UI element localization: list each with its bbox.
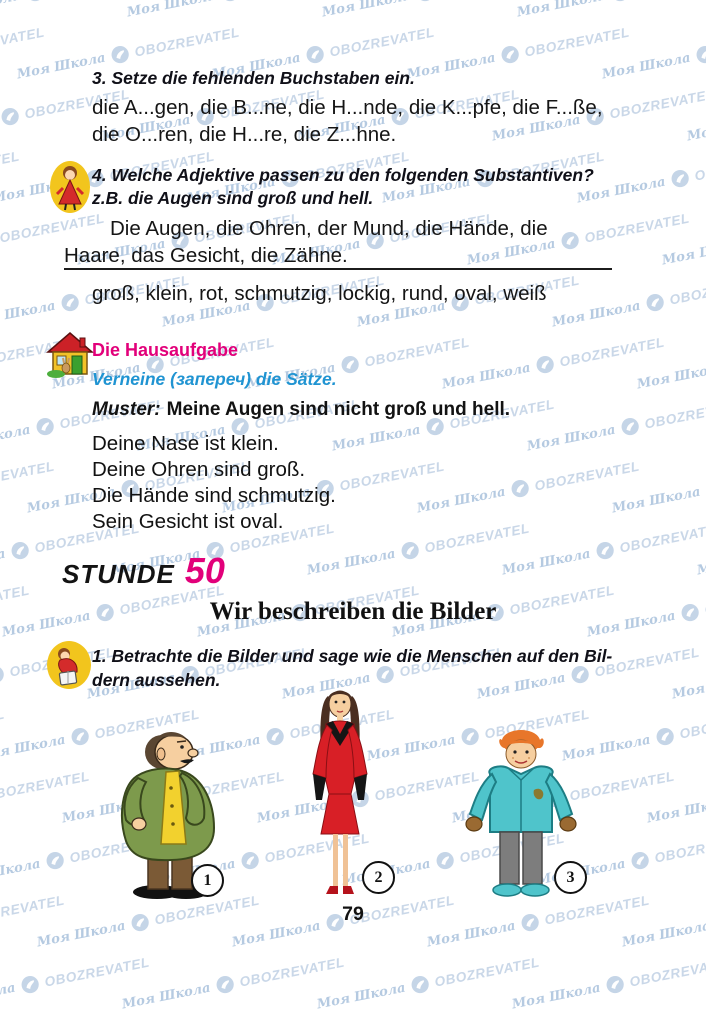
picture-number-badge: 1 bbox=[191, 864, 224, 897]
exercise3-line2: die O...ren, die H...re, die Z...hne. bbox=[92, 123, 397, 146]
stunde-heading: STUNDE 50 bbox=[62, 550, 225, 592]
student-figure-icon bbox=[50, 161, 90, 213]
sentence-3: Die Hände sind schmutzig. bbox=[92, 484, 336, 507]
stunde-number: 50 bbox=[184, 550, 225, 591]
homework-heading: Die Hausaufgabe bbox=[92, 340, 239, 360]
picture-number-badge: 2 bbox=[362, 861, 395, 894]
muster-label: Muster: bbox=[92, 399, 161, 420]
exercise1-title-line1: 1. Betrachte die Bilder und sage wie die… bbox=[92, 646, 613, 666]
exercise3-body: die A...gen, die B...ne, die H...nde, di… bbox=[92, 94, 620, 148]
muster-text: Meine Augen sind nicht groß und hell. bbox=[166, 399, 511, 420]
lesson-title: Wir beschreiben die Bilder bbox=[209, 598, 497, 625]
picture-number-1: 1 bbox=[203, 871, 212, 889]
exercise4-title-line1: 4. Welche Adjektive passen zu den folgen… bbox=[92, 165, 594, 185]
muster-line: Muster: Meine Augen sind nicht groß und h… bbox=[92, 399, 510, 421]
picture-number-2: 2 bbox=[374, 868, 383, 886]
boy-illustration bbox=[465, 730, 577, 897]
homework-sentences: Deine Nase ist klein. Deine Ohren sind g… bbox=[92, 431, 336, 535]
stunde-label: STUNDE bbox=[62, 559, 175, 589]
exercise3-title: 3. Setze die fehlenden Buchstaben ein. bbox=[92, 68, 415, 88]
exercise4-body-line1: Die Augen, die Ohren, der Mund, die Händ… bbox=[64, 217, 548, 267]
picture-number-3: 3 bbox=[566, 868, 575, 886]
divider-rule bbox=[64, 268, 612, 270]
homework-instruction: Verneine (запереч) die Sätze. bbox=[92, 369, 337, 389]
exercise1-title: 1. Betrachte die Bilder und sage wie die… bbox=[92, 645, 622, 692]
exercise3-line1: die A...gen, die B...ne, die H...nde, di… bbox=[92, 96, 603, 119]
sentence-2: Deine Ohren sind groß. bbox=[92, 458, 306, 481]
reading-figure-icon bbox=[47, 641, 91, 689]
house-icon bbox=[45, 332, 95, 378]
sentence-4: Sein Gesicht ist oval. bbox=[92, 510, 284, 533]
sentence-1: Deine Nase ist klein. bbox=[92, 432, 279, 455]
exercise4-title: 4. Welche Adjektive passen zu den folgen… bbox=[92, 164, 616, 210]
exercise4-body: Die Augen, die Ohren, der Mund, die Händ… bbox=[64, 215, 614, 269]
exercise4-title-line2: z.B. die Augen sind groß und hell. bbox=[92, 188, 374, 208]
picture-number-badge: 3 bbox=[554, 861, 587, 894]
page-number: 79 bbox=[342, 903, 364, 925]
man-illustration bbox=[120, 732, 216, 899]
exercise4-adjectives: groß, klein, rot, schmutzig, lockig, run… bbox=[92, 282, 547, 305]
exercise4-body-line2: das Gesicht, die Zähne. bbox=[131, 244, 348, 267]
